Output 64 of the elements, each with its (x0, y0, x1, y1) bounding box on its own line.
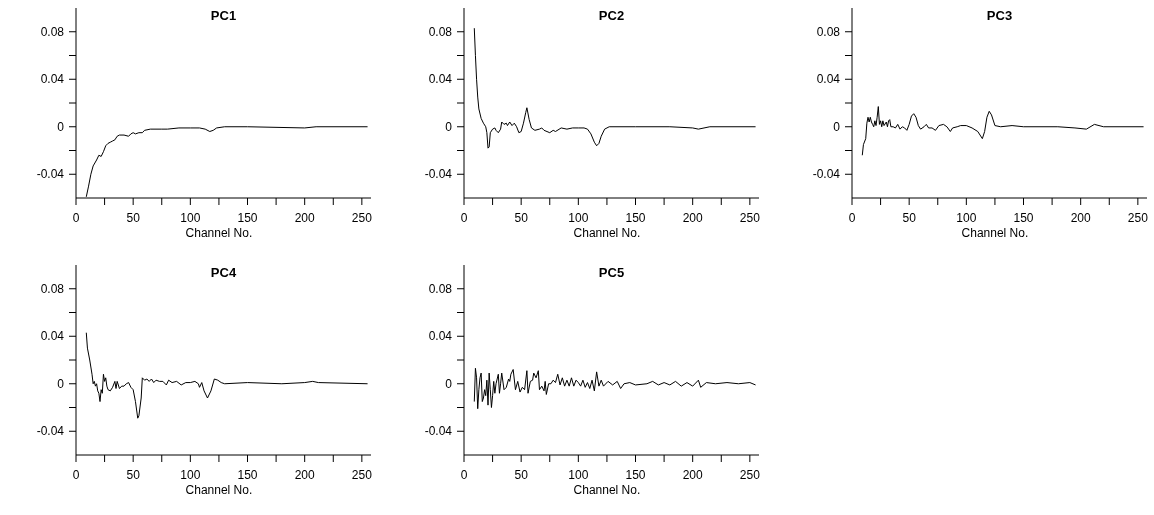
x-axis-title: Channel No. (185, 226, 253, 240)
chart-title: PC2 (598, 8, 625, 23)
y-tick-label: 0.08 (816, 24, 841, 39)
x-tick-label: 200 (294, 211, 316, 225)
y-tick-label: 0 (57, 376, 65, 391)
chart-title: PC4 (210, 265, 237, 280)
y-tick-label: 0 (57, 119, 65, 134)
chart-title: PC5 (598, 265, 625, 280)
x-tick-label: 0 (460, 211, 468, 225)
x-axis-title: Channel No. (573, 483, 641, 497)
y-tick-label: -0.04 (36, 167, 65, 182)
x-axis-title: Channel No. (961, 226, 1029, 240)
line-series (85, 332, 369, 419)
line-series (473, 27, 757, 149)
x-axis-title: Channel No. (185, 483, 253, 497)
x-tick-label: 150 (237, 211, 258, 225)
x-tick-label: 0 (848, 211, 856, 225)
y-tick-label: -0.04 (424, 167, 453, 182)
x-tick-label: 150 (625, 468, 646, 482)
line-series (861, 106, 1145, 156)
y-tick-label: 0.08 (40, 281, 65, 296)
y-tick-label: 0.04 (428, 329, 453, 344)
x-tick-label: 200 (682, 211, 704, 225)
x-tick-label: 100 (568, 468, 589, 482)
y-tick-label: 0.04 (428, 72, 453, 87)
y-tick-label: 0.04 (40, 329, 65, 344)
line-series (473, 367, 757, 410)
x-tick-label: 50 (126, 468, 141, 482)
y-tick-label: 0.08 (428, 24, 453, 39)
y-tick-label: 0 (833, 119, 841, 134)
x-tick-label: 100 (956, 211, 977, 225)
x-tick-label: 50 (514, 468, 529, 482)
x-tick-label: 50 (902, 211, 917, 225)
y-tick-label: 0.04 (40, 72, 65, 87)
x-tick-label: 0 (72, 468, 80, 482)
x-tick-label: 100 (180, 468, 201, 482)
x-tick-label: 50 (126, 211, 141, 225)
x-tick-label: 0 (460, 468, 468, 482)
x-tick-label: 250 (1127, 211, 1149, 225)
x-tick-label: 250 (739, 211, 761, 225)
x-tick-label: 100 (568, 211, 589, 225)
y-tick-label: -0.04 (36, 424, 65, 439)
x-tick-label: 150 (237, 468, 258, 482)
y-tick-label: 0 (445, 376, 453, 391)
x-tick-label: 200 (1070, 211, 1092, 225)
y-tick-label: -0.04 (812, 167, 841, 182)
x-tick-label: 250 (351, 211, 373, 225)
x-tick-label: 200 (294, 468, 316, 482)
y-tick-label: 0 (445, 119, 453, 134)
x-tick-label: 0 (72, 211, 80, 225)
y-tick-label: 0.08 (428, 281, 453, 296)
x-tick-label: 200 (682, 468, 704, 482)
x-tick-label: 250 (351, 468, 373, 482)
x-tick-label: 250 (739, 468, 761, 482)
y-tick-label: 0.04 (816, 72, 841, 87)
x-tick-label: 50 (514, 211, 529, 225)
chart-title: PC3 (986, 8, 1013, 23)
y-tick-label: -0.04 (424, 424, 453, 439)
x-tick-label: 150 (625, 211, 646, 225)
x-axis-title: Channel No. (573, 226, 641, 240)
x-tick-label: 150 (1013, 211, 1034, 225)
chart-title: PC1 (210, 8, 237, 23)
x-tick-label: 100 (180, 211, 201, 225)
y-tick-label: 0.08 (40, 24, 65, 39)
